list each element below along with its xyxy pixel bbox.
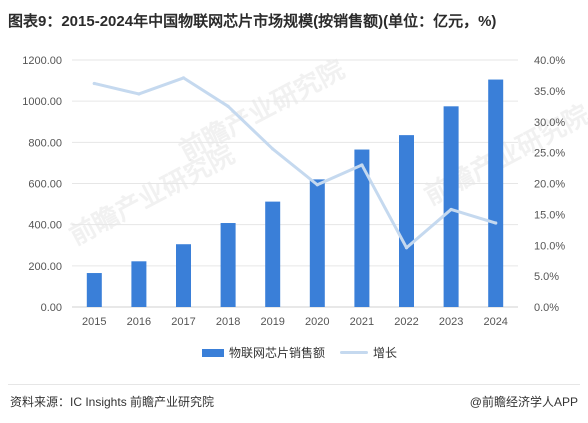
legend-swatch-line bbox=[340, 351, 368, 354]
y-right-tick-label: 0.0% bbox=[534, 302, 559, 314]
y-right-tick-label: 30.0% bbox=[534, 117, 565, 129]
bar-2024 bbox=[488, 79, 504, 307]
legend-item-bar: 物联网芯片销售额 bbox=[202, 344, 325, 361]
legend-label-bar: 物联网芯片销售额 bbox=[229, 346, 326, 360]
y-right-tick-label: 15.0% bbox=[534, 209, 565, 221]
x-tick-label: 2021 bbox=[350, 316, 374, 328]
y-right-tick-label: 20.0% bbox=[534, 179, 565, 191]
chart: 0.00 200.00 400.00 600.00 800.00 1000.00 1200.… bbox=[22, 55, 565, 328]
growth-line bbox=[92, 76, 498, 250]
bar-2023 bbox=[443, 106, 459, 307]
growth-point-2020 bbox=[315, 183, 319, 187]
growth-point-2021 bbox=[360, 163, 364, 167]
y-left-tick-label: 200.00 bbox=[28, 261, 62, 273]
x-tick-label: 2022 bbox=[394, 316, 418, 328]
growth-point-2019 bbox=[271, 147, 275, 151]
x-tick-label: 2015 bbox=[82, 316, 106, 328]
bar-2017 bbox=[176, 244, 191, 307]
growth-point-2023 bbox=[449, 207, 453, 212]
x-tick-label: 2016 bbox=[127, 316, 151, 328]
footer-divider bbox=[8, 384, 580, 385]
legend: 物联网芯片销售额 增长 bbox=[0, 344, 588, 360]
y-left-tick-label: 1200.00 bbox=[22, 55, 62, 67]
y-left-tick-label: 800.00 bbox=[28, 137, 62, 149]
growth-point-2017 bbox=[181, 76, 186, 80]
legend-swatch-bar bbox=[202, 348, 224, 357]
chart-title: 图表9：2015-2024年中国物联网芯片市场规模(按销售额)(单位：亿元，%) bbox=[8, 13, 497, 30]
x-tick-label: 2017 bbox=[171, 316, 195, 328]
bar-2020 bbox=[309, 179, 325, 307]
bar-2016 bbox=[131, 261, 147, 307]
growth-point-2016 bbox=[137, 92, 141, 96]
growth-point-2018 bbox=[226, 104, 230, 108]
x-tick-label: 2020 bbox=[305, 316, 329, 328]
y-right-tick-label: 10.0% bbox=[534, 240, 565, 252]
x-tick-label: 2018 bbox=[216, 316, 240, 328]
bar-2019 bbox=[265, 201, 281, 307]
legend-item-line: 增长 bbox=[340, 344, 397, 361]
y-right-tick-label: 35.0% bbox=[534, 86, 565, 98]
growth-point-2022 bbox=[404, 246, 409, 250]
brand-note[interactable]: @前瞻经济学人APP bbox=[469, 395, 578, 409]
y-right-tick-label: 40.0% bbox=[534, 55, 565, 67]
y-left-tick-label: 1000.00 bbox=[22, 96, 62, 108]
y-left-tick-label: 600.00 bbox=[28, 179, 62, 191]
x-tick-label: 2023 bbox=[439, 316, 463, 328]
y-right-tick-label: 25.0% bbox=[534, 148, 565, 160]
y-left-tick-label: 0.00 bbox=[41, 302, 62, 314]
growth-point-2024 bbox=[494, 221, 498, 225]
bar-2022 bbox=[399, 135, 414, 307]
y-left-tick-label: 400.00 bbox=[28, 220, 62, 232]
legend-label-line: 增长 bbox=[373, 346, 398, 360]
bar-2015 bbox=[86, 273, 102, 307]
bar-2018 bbox=[220, 223, 236, 307]
x-tick-label: 2019 bbox=[260, 316, 284, 328]
growth-point-2015 bbox=[92, 81, 96, 86]
bar-2021 bbox=[354, 149, 370, 307]
x-tick-label: 2024 bbox=[483, 316, 507, 328]
y-right-tick-label: 5.0% bbox=[534, 271, 559, 283]
source-note: 资料来源：IC Insights 前瞻产业研究院 bbox=[10, 395, 215, 409]
